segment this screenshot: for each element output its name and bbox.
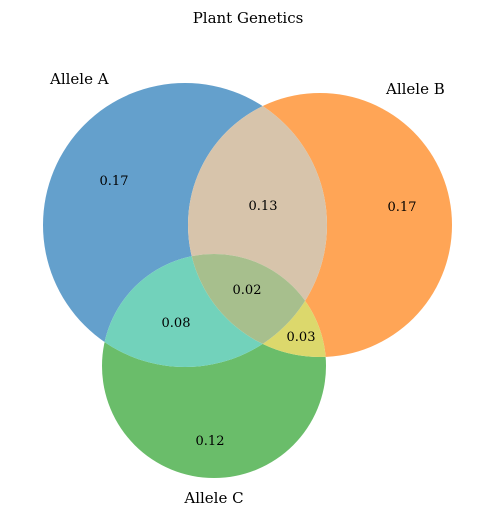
region-label-abc: 0.02 — [233, 283, 262, 298]
region-label-a: 0.17 — [100, 174, 129, 189]
region-label-bc: 0.03 — [287, 330, 316, 345]
set-label-allele-c: Allele C — [183, 489, 243, 507]
region-abc — [188, 254, 326, 357]
set-label-allele-a: Allele A — [49, 70, 109, 88]
region-label-c: 0.12 — [196, 434, 225, 449]
set-label-allele-b: Allele B — [385, 80, 445, 98]
region-label-b: 0.17 — [388, 200, 417, 215]
region-label-ac: 0.08 — [162, 316, 191, 331]
region-label-ab: 0.13 — [249, 199, 278, 214]
chart-title: Plant Genetics — [193, 9, 304, 27]
